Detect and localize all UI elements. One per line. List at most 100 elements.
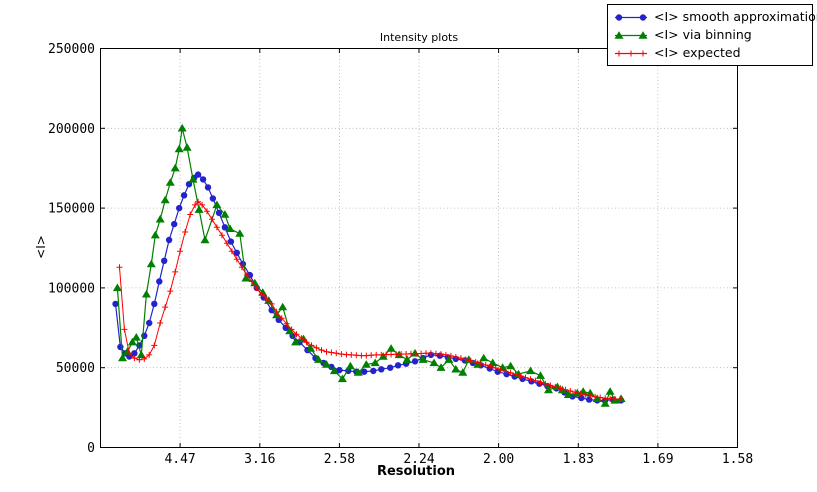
plus-marker — [253, 284, 260, 291]
plus-marker — [121, 326, 128, 333]
plus-marker — [447, 352, 454, 359]
circle-marker — [151, 300, 158, 308]
plus-marker — [298, 335, 305, 342]
triangle-marker — [194, 205, 204, 213]
legend-item: <I> smooth approximation — [613, 9, 817, 25]
x-tick-label: 4.47 — [164, 452, 195, 467]
triangle-marker — [250, 278, 260, 287]
series-triangle — [112, 123, 626, 407]
plus-marker — [477, 360, 484, 367]
triangle-marker — [436, 363, 446, 371]
plus-marker — [136, 356, 143, 363]
plus-marker — [177, 248, 184, 255]
plus-marker — [492, 365, 499, 371]
plus-marker — [582, 391, 589, 398]
plus-marker — [487, 363, 494, 370]
plus-marker — [552, 383, 559, 390]
triangle-marker — [488, 358, 498, 367]
plus-marker — [472, 359, 479, 366]
plus-marker — [442, 351, 449, 358]
plus-marker — [413, 350, 419, 357]
plus-marker — [151, 342, 158, 349]
legend-circle-swatch — [615, 14, 647, 21]
circle-marker — [361, 368, 368, 375]
legend-plus-swatch — [615, 50, 647, 57]
plus-marker — [323, 348, 330, 355]
plus-marker — [283, 320, 290, 327]
triangle-marker — [188, 175, 198, 183]
y-axis-label: <I> — [34, 235, 48, 259]
plus-marker — [507, 369, 514, 376]
legend-label: <I> smooth approximation — [654, 9, 817, 24]
circle-marker — [387, 364, 394, 371]
plus-marker — [318, 347, 325, 354]
plus-marker — [157, 320, 164, 326]
circle-marker — [233, 249, 240, 256]
triangle-marker — [605, 387, 615, 395]
triangle-marker — [418, 355, 428, 363]
plus-marker — [209, 216, 215, 223]
plus-marker — [116, 264, 123, 271]
triangle-marker — [544, 385, 553, 394]
triangle-marker — [451, 364, 461, 373]
plus-marker — [172, 268, 179, 275]
triangle-marker — [638, 31, 648, 39]
plus-marker — [537, 379, 544, 386]
tick-labels: 4.47 3.16 2.58 2.24 2.00 1.83 1.69 1.58 0 50000 10… — [48, 42, 753, 467]
plus-marker — [542, 381, 549, 387]
plus-marker — [462, 356, 469, 363]
triangle-marker — [112, 283, 122, 292]
plus-marker — [438, 351, 444, 358]
plus-marker — [308, 342, 315, 349]
series-line — [116, 128, 622, 405]
triangle-marker — [410, 348, 420, 357]
triangle-marker — [200, 235, 210, 244]
plus-marker — [131, 355, 138, 362]
plus-marker — [126, 350, 133, 357]
triangle-marker — [174, 144, 184, 153]
plus-marker — [567, 388, 574, 394]
plus-marker — [162, 304, 169, 311]
triangle-marker — [170, 163, 180, 172]
plus-marker — [263, 296, 270, 303]
triangle-marker — [146, 259, 156, 268]
plus-marker — [146, 351, 153, 358]
circle-marker — [411, 358, 419, 365]
triangle-marker — [155, 214, 165, 223]
series-circle — [112, 171, 625, 404]
plus-marker — [195, 198, 202, 205]
plus-marker — [587, 392, 594, 399]
plus-marker — [248, 278, 255, 285]
circle-marker — [117, 343, 124, 351]
triangle-marker — [361, 360, 371, 368]
plus-marker — [243, 272, 250, 279]
triangle-marker — [150, 230, 160, 239]
circle-marker — [165, 236, 173, 244]
x-tick-label: 3.16 — [244, 452, 275, 467]
circle-marker — [156, 278, 163, 285]
plus-marker — [167, 288, 174, 295]
y-tick-label: 0 — [87, 441, 95, 456]
circle-marker — [394, 362, 402, 369]
plus-marker — [223, 240, 230, 247]
plus-marker — [592, 393, 599, 400]
x-axis-label: Resolution — [376, 464, 456, 479]
circle-marker — [378, 366, 385, 373]
triangle-marker — [160, 195, 170, 204]
circle-marker — [146, 319, 153, 327]
triangle-marker — [278, 302, 288, 311]
circle-marker — [112, 300, 119, 308]
circle-marker — [209, 195, 217, 202]
plus-marker — [199, 201, 206, 208]
triangle-marker — [118, 353, 127, 362]
circle-marker — [141, 332, 148, 339]
circle-marker — [227, 238, 235, 245]
triangle-marker — [386, 344, 396, 352]
plus-marker — [182, 229, 189, 235]
plus-marker — [293, 331, 300, 338]
plus-marker — [393, 351, 400, 358]
triangle-marker — [557, 385, 567, 394]
plus-marker — [572, 389, 579, 396]
triangle-marker — [337, 374, 347, 383]
